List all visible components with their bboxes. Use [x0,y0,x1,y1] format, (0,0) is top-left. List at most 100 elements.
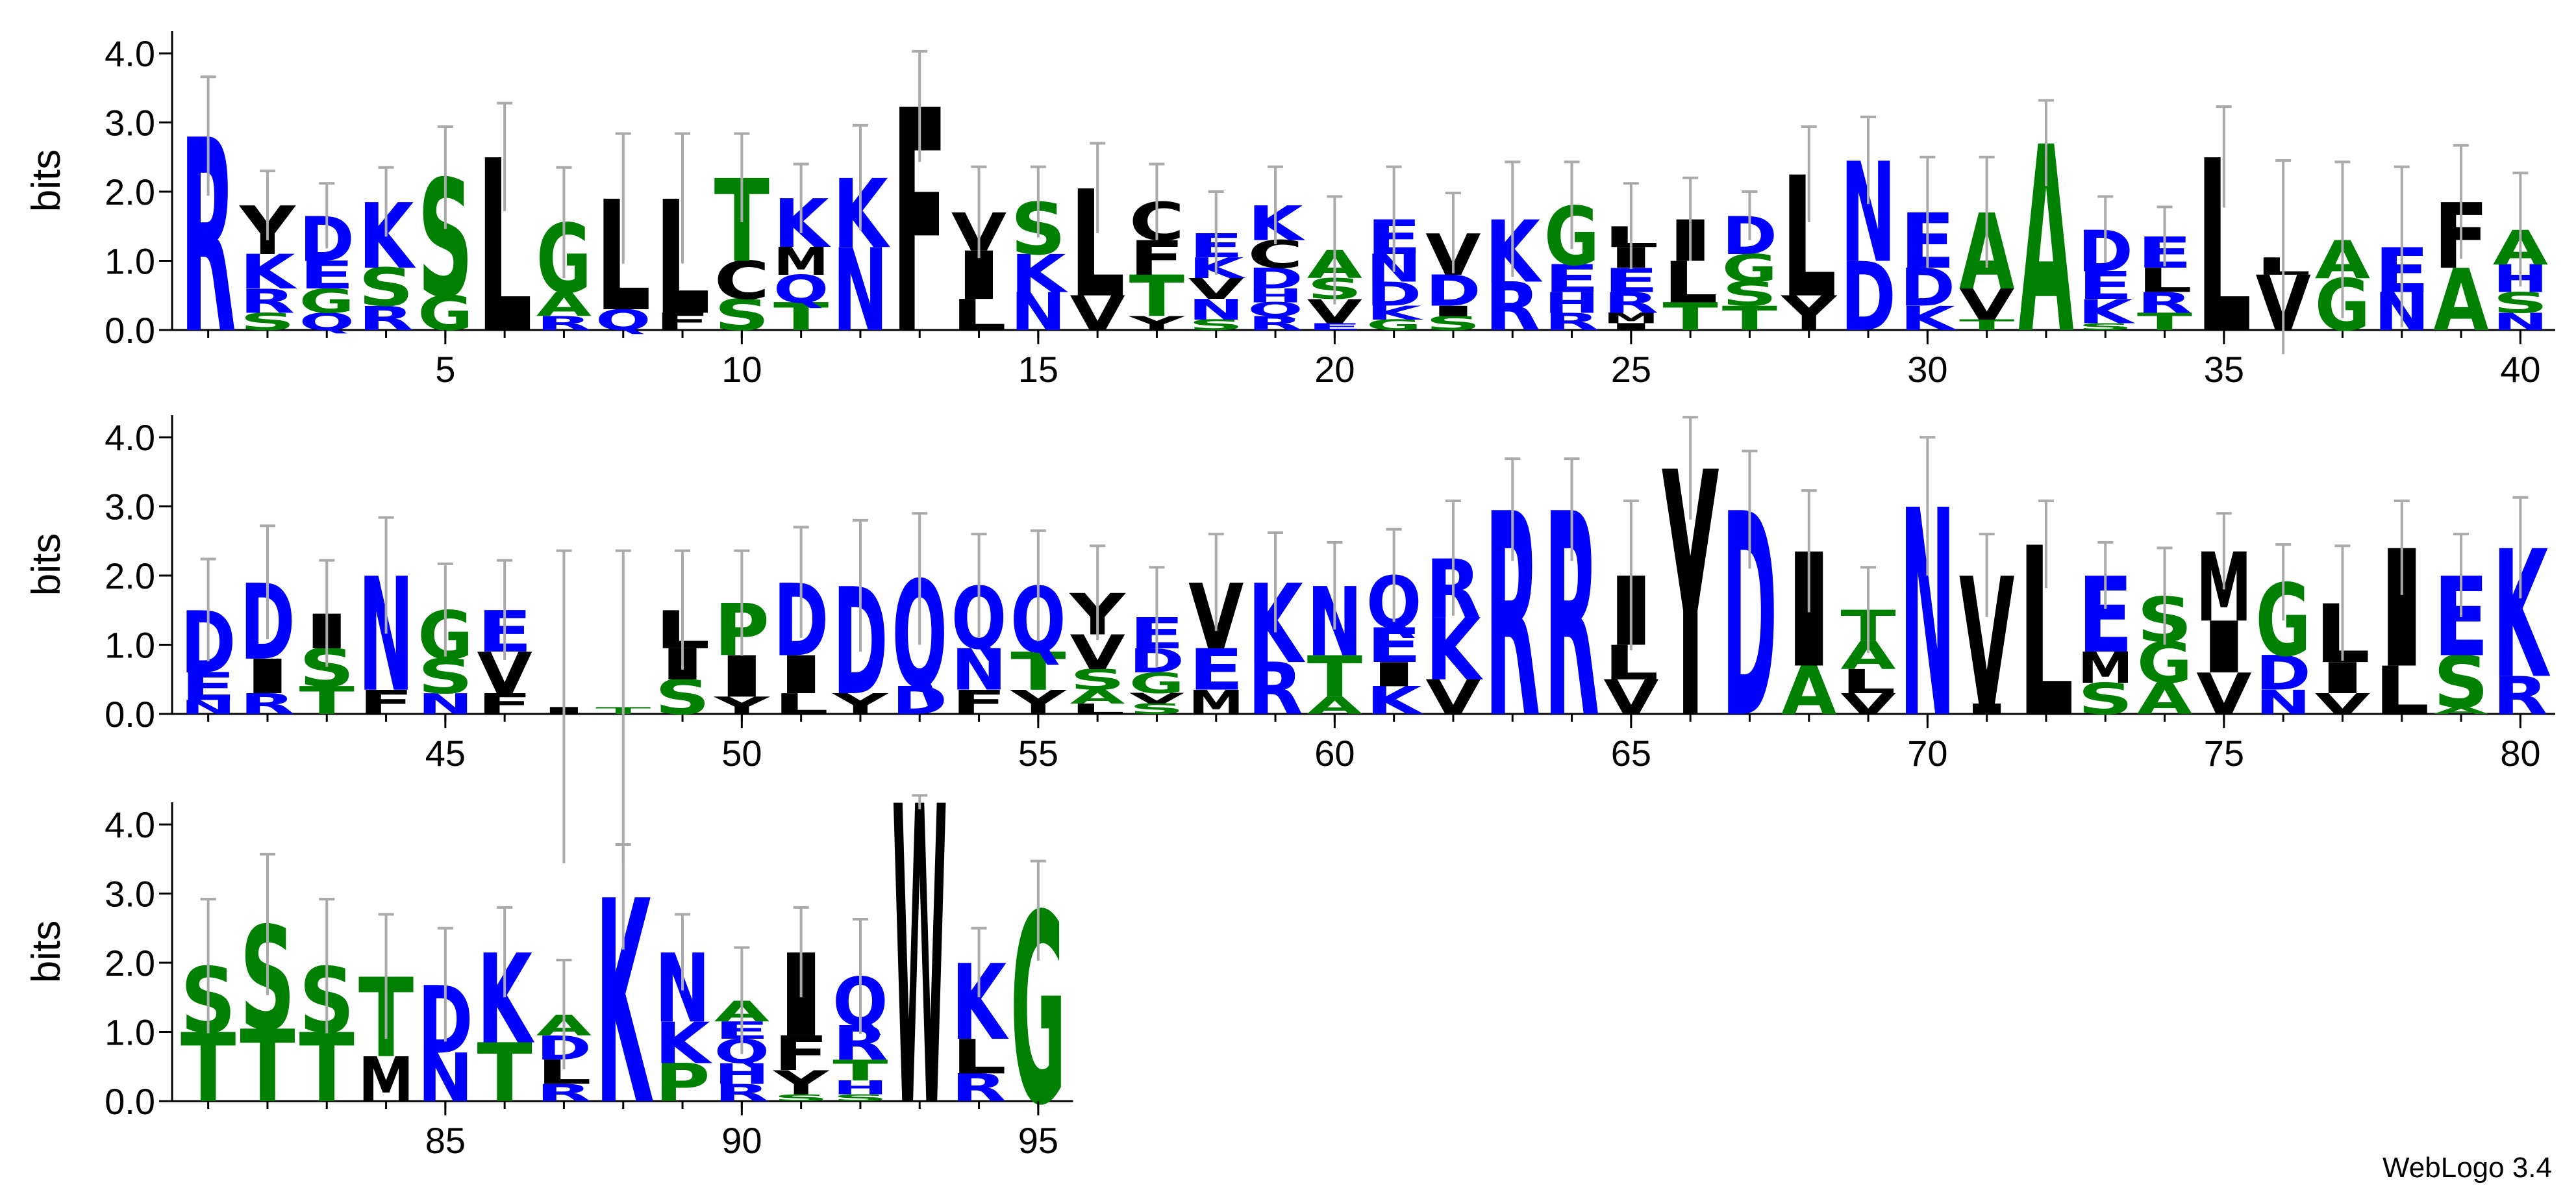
x-tick-label: 80 [2500,733,2540,774]
error-bar [556,166,572,279]
letter: I [1603,322,1658,333]
letter: S [832,1093,888,1104]
letter: L [773,688,829,721]
error-bar [2334,544,2351,661]
letter: V [1070,286,1125,342]
letter: S [1129,701,1184,717]
letter: T [299,679,355,723]
letter: R [536,312,592,335]
letter: D [892,679,947,723]
error-bar [2157,205,2173,267]
error-bar [497,559,513,660]
error-bar [1090,142,1106,233]
error-bar [912,49,928,162]
letter: R [1603,286,1658,320]
error-bar [497,906,513,998]
error-bar [1268,531,1284,633]
x-tick-label: 50 [721,733,762,774]
error-bar [378,516,394,634]
letter: N [2256,683,2311,722]
letter: R [951,1066,1007,1110]
error-bar [615,549,631,863]
letter: F [655,308,710,335]
error-bar [852,123,868,231]
error-bar [2097,195,2114,263]
letter: M [2078,643,2133,693]
x-tick-label: 75 [2204,733,2244,774]
letter: S [2433,641,2488,724]
y-tick-label: 2.0 [105,943,155,984]
error-bar [1801,125,1817,222]
error-bar [734,132,750,222]
letter: E [2078,264,2133,308]
letter: R [1247,648,1303,731]
letter: A [1070,686,1126,708]
letter: S [655,670,710,726]
error-bar [1505,160,1521,277]
letter: M [1188,683,1244,722]
error-bar [615,132,631,264]
letter: N [1188,294,1244,327]
error-bar [1505,457,1521,561]
y-tick-label: 3.0 [105,103,155,144]
error-bar [1623,182,1639,270]
error-bar [1742,450,1758,569]
letter: K [1900,299,1958,338]
letter: V [1129,691,1184,707]
y-tick-label: 4.0 [105,33,155,74]
letter: T [477,1026,533,1120]
letter: S [1070,664,1125,697]
error-bar [2275,159,2292,355]
letter: F [358,683,414,722]
x-tick-label: 90 [721,1120,762,1161]
error-bar [1742,190,1758,240]
x-tick-label: 85 [425,1120,466,1161]
error-bar [2038,500,2054,589]
error-bar [437,125,453,229]
x-tick-label: 20 [1314,349,1355,390]
error-bar [1030,165,1046,238]
letter: T [773,295,829,339]
letter: V [1959,280,2014,330]
error-bar [1208,533,1224,631]
error-bar [2334,160,2351,318]
y-tick-label: 0.0 [105,310,155,351]
letter: M [1603,310,1658,326]
y-tick-label: 3.0 [105,874,155,915]
letter: K [2078,292,2136,331]
letter: S [1188,317,1244,333]
error-bar [852,917,868,1034]
error-bar [793,162,809,233]
error-bar [319,898,335,1034]
letter: M [773,240,829,284]
letter: E [181,665,236,709]
letter: E [299,253,355,298]
letter: C [714,251,769,312]
letter: E [1307,322,1362,333]
error-bar [912,794,928,809]
letter: Q [595,304,651,337]
letter: S [2078,674,2133,724]
letter: V [1188,273,1244,306]
letter: K [595,843,653,1167]
error-bar [1208,190,1224,275]
error-bar [1030,859,1046,961]
letter: T [1663,295,1719,339]
error-bar [1801,489,1817,613]
letter: L [951,290,1007,340]
letter: S [358,257,414,318]
error-bar [1090,544,1106,641]
x-tick-label: 45 [425,733,466,774]
error-bar [378,913,394,1039]
error-bar [1860,566,1877,654]
error-bar [259,852,275,996]
letter: V [1840,688,1895,721]
letter: R [240,688,295,721]
error-bar [2453,533,2470,617]
letter: T [1307,644,1362,711]
letter: H [1247,285,1303,307]
x-tick-label: 30 [1907,349,1947,390]
letter: I [2196,606,2251,689]
